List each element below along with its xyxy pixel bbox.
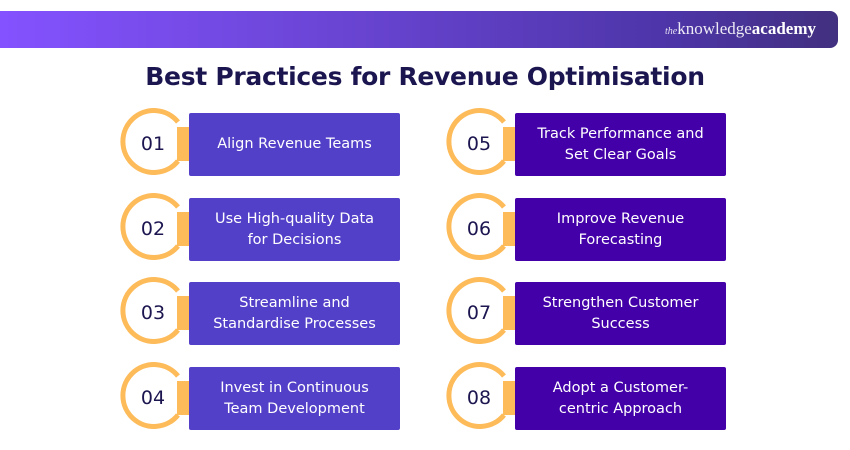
item-label: Improve Revenue Forecasting: [556, 210, 685, 248]
item-box: Invest in Continuous Team Development: [189, 367, 400, 430]
practice-item: 08 Adopt a Customer-centric Approach: [436, 353, 726, 430]
number-ring-icon: [120, 193, 180, 260]
item-label: Streamline and Standardise Processes: [213, 294, 376, 332]
item-number: 04: [140, 387, 166, 409]
item-box: Improve Revenue Forecasting: [515, 198, 726, 261]
logo-the: the: [664, 26, 678, 37]
item-label: Align Revenue Teams: [217, 136, 372, 152]
item-box: Strengthen Customer Success: [515, 282, 726, 345]
practice-item: 03 Streamline and Standardise Processes: [110, 268, 400, 345]
item-label: Track Performance and Set Clear Goals: [537, 125, 704, 163]
number-ring-icon: [120, 277, 180, 344]
number-ring-icon: [446, 108, 506, 175]
practice-item: 05 Track Performance and Set Clear Goals: [436, 99, 726, 176]
item-number: 06: [466, 218, 492, 240]
item-number: 05: [466, 133, 492, 155]
practice-item: 06 Improve Revenue Forecasting: [436, 184, 726, 261]
practice-item: 02 Use High-quality Data for Decisions: [110, 184, 400, 261]
header-banner: theknowledgeacademy: [0, 11, 838, 48]
item-number: 03: [140, 302, 166, 324]
item-box: Adopt a Customer-centric Approach: [515, 367, 726, 430]
item-label: Strengthen Customer Success: [542, 294, 699, 332]
item-box: Use High-quality Data for Decisions: [189, 198, 400, 261]
number-ring-icon: [120, 108, 180, 175]
knowledge-academy-logo: theknowledgeacademy: [665, 19, 816, 39]
number-ring-icon: [446, 193, 506, 260]
item-box: Align Revenue Teams: [189, 113, 400, 176]
item-number: 01: [140, 133, 166, 155]
page-title: Best Practices for Revenue Optimisation: [145, 62, 705, 91]
practice-item: 01 Align Revenue Teams: [110, 99, 400, 176]
practice-item: 04 Invest in Continuous Team Development: [110, 353, 400, 430]
item-label: Use High-quality Data for Decisions: [214, 210, 375, 248]
number-ring-icon: [446, 277, 506, 344]
practice-item: 07 Strengthen Customer Success: [436, 268, 726, 345]
item-box: Track Performance and Set Clear Goals: [515, 113, 726, 176]
item-label: Adopt a Customer-centric Approach: [552, 379, 689, 417]
number-ring-icon: [120, 362, 180, 429]
item-label: Invest in Continuous Team Development: [220, 379, 369, 417]
item-number: 07: [466, 302, 492, 324]
item-box: Streamline and Standardise Processes: [189, 282, 400, 345]
logo-knowledge: knowledge: [677, 19, 752, 38]
number-ring-icon: [446, 362, 506, 429]
item-number: 08: [466, 387, 492, 409]
logo-academy: academy: [751, 19, 816, 38]
item-number: 02: [140, 218, 166, 240]
